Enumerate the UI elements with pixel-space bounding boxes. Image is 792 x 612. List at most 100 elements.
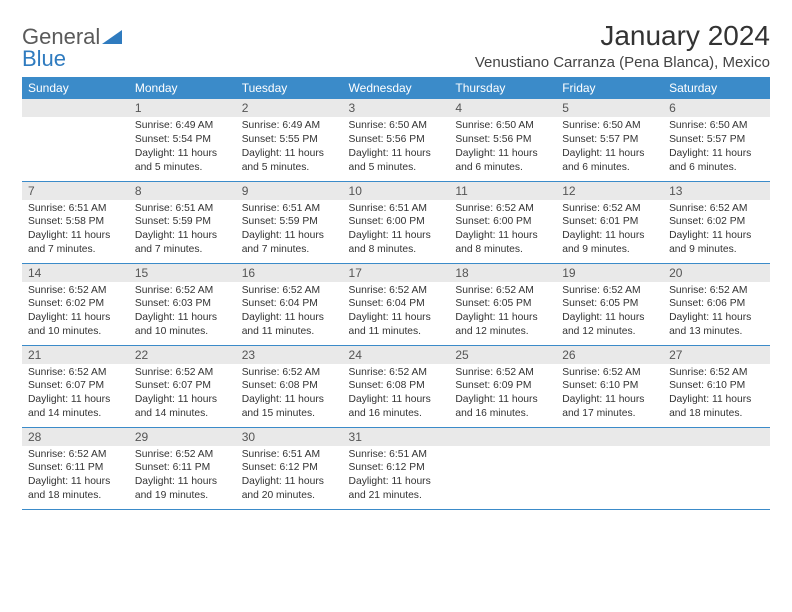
sunrise-line: Sunrise: 6:52 AM bbox=[669, 366, 764, 380]
sunrise-line: Sunrise: 6:52 AM bbox=[455, 284, 550, 298]
calendar-empty-cell bbox=[556, 427, 663, 509]
sunrise-line: Sunrise: 6:52 AM bbox=[28, 366, 123, 380]
sunset-line: Sunset: 6:07 PM bbox=[135, 379, 230, 393]
sunset-line: Sunset: 6:05 PM bbox=[455, 297, 550, 311]
sunrise-line: Sunrise: 6:50 AM bbox=[562, 119, 657, 133]
sunset-line: Sunset: 5:55 PM bbox=[242, 133, 337, 147]
sunset-line: Sunset: 6:12 PM bbox=[242, 461, 337, 475]
calendar-week-row: 21Sunrise: 6:52 AMSunset: 6:07 PMDayligh… bbox=[22, 345, 770, 427]
brand-logo: General Blue bbox=[22, 26, 122, 70]
day-details: Sunrise: 6:52 AMSunset: 6:10 PMDaylight:… bbox=[556, 364, 663, 426]
daylight-line: Daylight: 11 hours and 13 minutes. bbox=[669, 311, 764, 339]
daylight-line: Daylight: 11 hours and 11 minutes. bbox=[349, 311, 444, 339]
day-details: Sunrise: 6:52 AMSunset: 6:10 PMDaylight:… bbox=[663, 364, 770, 426]
day-details: Sunrise: 6:52 AMSunset: 6:03 PMDaylight:… bbox=[129, 282, 236, 344]
sunrise-line: Sunrise: 6:52 AM bbox=[242, 284, 337, 298]
day-number: 24 bbox=[343, 346, 450, 364]
day-details: Sunrise: 6:50 AMSunset: 5:57 PMDaylight:… bbox=[556, 117, 663, 179]
calendar-header-row: SundayMondayTuesdayWednesdayThursdayFrid… bbox=[22, 77, 770, 99]
day-number: 21 bbox=[22, 346, 129, 364]
day-number: 22 bbox=[129, 346, 236, 364]
day-details: Sunrise: 6:52 AMSunset: 6:05 PMDaylight:… bbox=[556, 282, 663, 344]
daylight-line: Daylight: 11 hours and 6 minutes. bbox=[669, 147, 764, 175]
sunrise-line: Sunrise: 6:52 AM bbox=[242, 366, 337, 380]
calendar-day-cell: 28Sunrise: 6:52 AMSunset: 6:11 PMDayligh… bbox=[22, 427, 129, 509]
sunrise-line: Sunrise: 6:52 AM bbox=[28, 284, 123, 298]
calendar-day-cell: 30Sunrise: 6:51 AMSunset: 6:12 PMDayligh… bbox=[236, 427, 343, 509]
sunset-line: Sunset: 6:04 PM bbox=[349, 297, 444, 311]
day-details: Sunrise: 6:52 AMSunset: 6:02 PMDaylight:… bbox=[22, 282, 129, 344]
sunrise-line: Sunrise: 6:52 AM bbox=[135, 448, 230, 462]
weekday-header: Sunday bbox=[22, 77, 129, 99]
sunset-line: Sunset: 6:09 PM bbox=[455, 379, 550, 393]
sunrise-line: Sunrise: 6:50 AM bbox=[669, 119, 764, 133]
sunrise-line: Sunrise: 6:49 AM bbox=[242, 119, 337, 133]
sunset-line: Sunset: 5:59 PM bbox=[135, 215, 230, 229]
calendar-day-cell: 25Sunrise: 6:52 AMSunset: 6:09 PMDayligh… bbox=[449, 345, 556, 427]
sunrise-line: Sunrise: 6:52 AM bbox=[28, 448, 123, 462]
day-details: Sunrise: 6:52 AMSunset: 6:04 PMDaylight:… bbox=[343, 282, 450, 344]
sunrise-line: Sunrise: 6:50 AM bbox=[349, 119, 444, 133]
calendar-day-cell: 9Sunrise: 6:51 AMSunset: 5:59 PMDaylight… bbox=[236, 181, 343, 263]
sunrise-line: Sunrise: 6:51 AM bbox=[349, 202, 444, 216]
calendar-table: SundayMondayTuesdayWednesdayThursdayFrid… bbox=[22, 77, 770, 510]
daylight-line: Daylight: 11 hours and 9 minutes. bbox=[669, 229, 764, 257]
weekday-header: Tuesday bbox=[236, 77, 343, 99]
page-header: General Blue January 2024 Venustiano Car… bbox=[22, 20, 770, 71]
calendar-day-cell: 19Sunrise: 6:52 AMSunset: 6:05 PMDayligh… bbox=[556, 263, 663, 345]
calendar-day-cell: 5Sunrise: 6:50 AMSunset: 5:57 PMDaylight… bbox=[556, 99, 663, 181]
day-details: Sunrise: 6:51 AMSunset: 5:58 PMDaylight:… bbox=[22, 200, 129, 262]
daylight-line: Daylight: 11 hours and 7 minutes. bbox=[242, 229, 337, 257]
day-details: Sunrise: 6:49 AMSunset: 5:54 PMDaylight:… bbox=[129, 117, 236, 179]
day-details: Sunrise: 6:52 AMSunset: 6:11 PMDaylight:… bbox=[129, 446, 236, 508]
day-details: Sunrise: 6:52 AMSunset: 6:07 PMDaylight:… bbox=[129, 364, 236, 426]
day-details: Sunrise: 6:50 AMSunset: 5:56 PMDaylight:… bbox=[449, 117, 556, 179]
daylight-line: Daylight: 11 hours and 16 minutes. bbox=[349, 393, 444, 421]
title-block: January 2024 Venustiano Carranza (Pena B… bbox=[475, 20, 770, 71]
day-details: Sunrise: 6:52 AMSunset: 6:09 PMDaylight:… bbox=[449, 364, 556, 426]
calendar-day-cell: 22Sunrise: 6:52 AMSunset: 6:07 PMDayligh… bbox=[129, 345, 236, 427]
sunrise-line: Sunrise: 6:52 AM bbox=[669, 202, 764, 216]
day-number: 16 bbox=[236, 264, 343, 282]
day-details: Sunrise: 6:52 AMSunset: 6:00 PMDaylight:… bbox=[449, 200, 556, 262]
day-number: 30 bbox=[236, 428, 343, 446]
day-details: Sunrise: 6:50 AMSunset: 5:57 PMDaylight:… bbox=[663, 117, 770, 179]
calendar-day-cell: 7Sunrise: 6:51 AMSunset: 5:58 PMDaylight… bbox=[22, 181, 129, 263]
calendar-empty-cell bbox=[663, 427, 770, 509]
calendar-day-cell: 31Sunrise: 6:51 AMSunset: 6:12 PMDayligh… bbox=[343, 427, 450, 509]
day-number: 27 bbox=[663, 346, 770, 364]
daylight-line: Daylight: 11 hours and 10 minutes. bbox=[28, 311, 123, 339]
daylight-line: Daylight: 11 hours and 12 minutes. bbox=[562, 311, 657, 339]
calendar-day-cell: 2Sunrise: 6:49 AMSunset: 5:55 PMDaylight… bbox=[236, 99, 343, 181]
daylight-line: Daylight: 11 hours and 17 minutes. bbox=[562, 393, 657, 421]
sunset-line: Sunset: 5:58 PM bbox=[28, 215, 123, 229]
day-number-empty bbox=[22, 99, 129, 117]
sunrise-line: Sunrise: 6:49 AM bbox=[135, 119, 230, 133]
day-number: 3 bbox=[343, 99, 450, 117]
daylight-line: Daylight: 11 hours and 21 minutes. bbox=[349, 475, 444, 503]
calendar-day-cell: 14Sunrise: 6:52 AMSunset: 6:02 PMDayligh… bbox=[22, 263, 129, 345]
daylight-line: Daylight: 11 hours and 15 minutes. bbox=[242, 393, 337, 421]
day-details: Sunrise: 6:52 AMSunset: 6:06 PMDaylight:… bbox=[663, 282, 770, 344]
sunrise-line: Sunrise: 6:52 AM bbox=[349, 366, 444, 380]
sunset-line: Sunset: 6:02 PM bbox=[669, 215, 764, 229]
calendar-day-cell: 8Sunrise: 6:51 AMSunset: 5:59 PMDaylight… bbox=[129, 181, 236, 263]
daylight-line: Daylight: 11 hours and 8 minutes. bbox=[349, 229, 444, 257]
sunset-line: Sunset: 6:00 PM bbox=[349, 215, 444, 229]
day-number: 25 bbox=[449, 346, 556, 364]
day-details: Sunrise: 6:52 AMSunset: 6:02 PMDaylight:… bbox=[663, 200, 770, 262]
day-number: 20 bbox=[663, 264, 770, 282]
sunset-line: Sunset: 5:57 PM bbox=[562, 133, 657, 147]
weekday-header: Saturday bbox=[663, 77, 770, 99]
calendar-day-cell: 26Sunrise: 6:52 AMSunset: 6:10 PMDayligh… bbox=[556, 345, 663, 427]
calendar-page: General Blue January 2024 Venustiano Car… bbox=[0, 0, 792, 530]
calendar-day-cell: 17Sunrise: 6:52 AMSunset: 6:04 PMDayligh… bbox=[343, 263, 450, 345]
day-number: 9 bbox=[236, 182, 343, 200]
calendar-body: 1Sunrise: 6:49 AMSunset: 5:54 PMDaylight… bbox=[22, 99, 770, 509]
calendar-day-cell: 29Sunrise: 6:52 AMSunset: 6:11 PMDayligh… bbox=[129, 427, 236, 509]
sunrise-line: Sunrise: 6:51 AM bbox=[135, 202, 230, 216]
sunrise-line: Sunrise: 6:51 AM bbox=[349, 448, 444, 462]
daylight-line: Daylight: 11 hours and 5 minutes. bbox=[242, 147, 337, 175]
daylight-line: Daylight: 11 hours and 10 minutes. bbox=[135, 311, 230, 339]
day-number: 28 bbox=[22, 428, 129, 446]
